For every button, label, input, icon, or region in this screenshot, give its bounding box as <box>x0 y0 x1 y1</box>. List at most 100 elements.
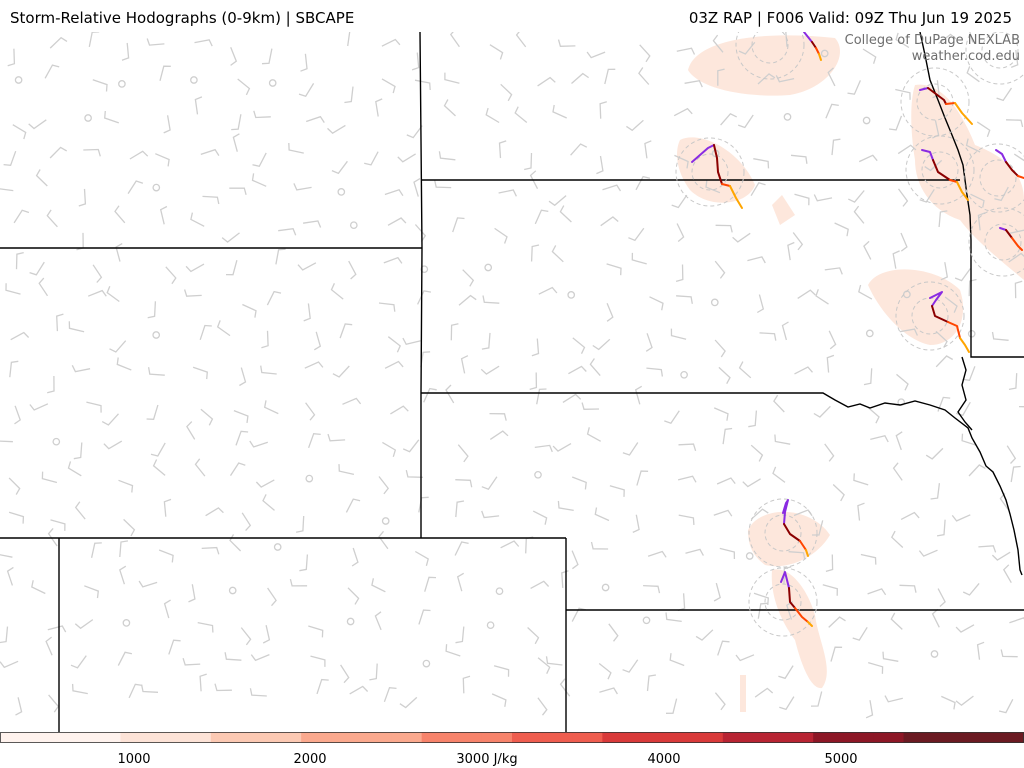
hodograph-range-ring <box>979 159 1017 197</box>
wind-barb <box>548 195 567 207</box>
wind-barb <box>676 295 693 304</box>
wind-barb <box>194 39 213 47</box>
wind-barb <box>600 216 619 227</box>
wind-barb <box>892 250 900 269</box>
wind-barb <box>47 527 58 547</box>
hodograph-trace <box>794 607 809 623</box>
wind-barb <box>622 659 639 673</box>
wind-barb <box>29 403 49 411</box>
wind-barb <box>275 248 286 265</box>
wind-barb <box>383 256 403 264</box>
wind-barb <box>150 442 166 457</box>
wind-barb <box>717 68 725 86</box>
wind-barb <box>606 263 622 276</box>
calm-wind-circle <box>680 370 688 379</box>
wind-barb <box>494 227 508 244</box>
hodograph-trace <box>921 149 934 161</box>
cape-area <box>677 137 755 203</box>
wind-barb <box>340 664 350 684</box>
wind-barb <box>977 212 986 231</box>
hodograph-range-ring <box>764 583 802 621</box>
wind-barb <box>1009 229 1024 234</box>
wind-barb <box>785 32 788 47</box>
wind-barb <box>420 351 431 368</box>
wind-barb <box>889 115 903 131</box>
colorbar-segment <box>993 732 1024 743</box>
wind-barb <box>779 696 795 711</box>
wind-barb <box>378 302 396 312</box>
wind-barb <box>534 209 549 225</box>
wind-barb <box>183 289 202 297</box>
wind-barb <box>384 189 404 197</box>
hodograph-trace <box>811 41 817 49</box>
wind-barb <box>304 361 324 369</box>
wind-barb <box>200 408 214 426</box>
hodograph-trace <box>1005 161 1019 177</box>
wind-barb <box>557 500 574 512</box>
wind-barb <box>418 609 431 625</box>
calm-wind-circle <box>567 291 576 299</box>
wind-barb <box>289 578 308 587</box>
hodograph-trace <box>691 144 715 163</box>
wind-barb <box>545 656 563 666</box>
wind-barb <box>308 625 324 638</box>
wind-barb <box>382 441 397 457</box>
wind-barb <box>853 205 865 224</box>
wind-barb <box>895 32 910 49</box>
wind-barb <box>76 232 84 251</box>
hodograph-range-ring <box>905 135 975 205</box>
hodograph-trace <box>949 179 958 183</box>
hodograph-trace <box>729 185 743 209</box>
colorbar-segment <box>843 732 874 743</box>
wind-barb <box>252 152 267 168</box>
hodograph-trace <box>805 549 809 557</box>
wind-barb <box>413 178 421 197</box>
wind-barb <box>87 289 107 297</box>
wind-barb <box>214 683 232 692</box>
wind-barb <box>822 584 838 596</box>
colorbar-tick-4000: 4000 <box>647 752 681 767</box>
wind-barb <box>455 500 465 518</box>
calm-wind-circle <box>710 298 719 307</box>
wind-barb <box>649 296 664 311</box>
wind-barb <box>443 99 456 117</box>
wind-barb <box>399 696 418 709</box>
calm-wind-circle <box>152 331 161 339</box>
wind-barb <box>489 44 504 60</box>
wind-barb <box>716 477 736 485</box>
wind-barb <box>402 337 421 346</box>
wind-barb <box>677 475 697 483</box>
hodograph-trace <box>947 321 961 339</box>
wind-barb <box>713 582 721 602</box>
credit-line-2: weather.cod.edu <box>911 49 1020 64</box>
wind-barb <box>255 479 275 488</box>
wind-barb <box>74 619 94 630</box>
calm-wind-circle <box>495 587 504 596</box>
wind-barb <box>253 110 271 119</box>
wind-barb <box>456 572 465 592</box>
colorbar-segment <box>692 732 724 743</box>
wind-barb <box>293 183 312 191</box>
wind-barb <box>48 694 60 713</box>
wind-barb <box>530 580 550 589</box>
wind-barb <box>332 365 350 378</box>
wind-barb <box>29 261 45 276</box>
wind-barb <box>757 73 776 85</box>
wind-barb <box>119 565 127 585</box>
wind-barb <box>423 387 437 403</box>
wind-barb <box>815 289 829 305</box>
wind-barb <box>152 459 166 476</box>
wind-barb <box>568 365 587 375</box>
wind-barb <box>444 72 460 84</box>
wind-barb <box>867 406 880 424</box>
wind-barb <box>536 388 547 405</box>
wind-barb <box>146 38 165 46</box>
hodograph-range-ring <box>984 223 1022 261</box>
wind-barb <box>103 440 123 450</box>
colorbar-tick-1000: 1000 <box>117 752 151 767</box>
wind-barb <box>481 476 498 490</box>
wind-barb <box>1010 49 1019 69</box>
calm-wind-circle <box>601 583 610 592</box>
wind-barb <box>1006 445 1017 464</box>
hodograph-trace <box>783 523 801 542</box>
